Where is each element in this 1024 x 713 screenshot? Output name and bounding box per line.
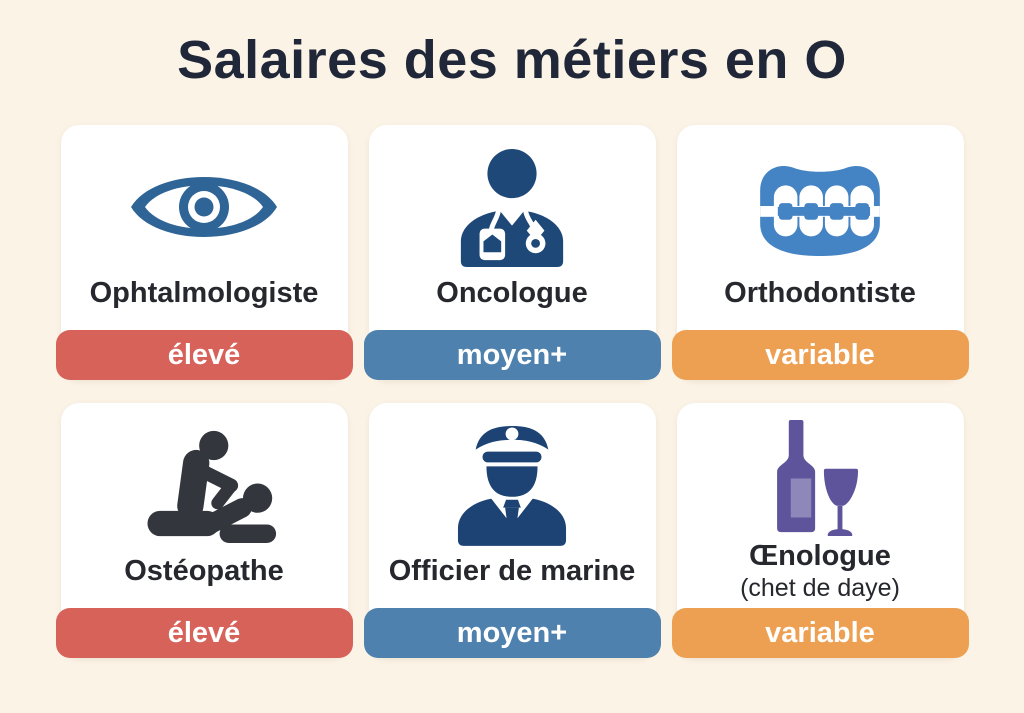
massage-therapy-icon [128, 423, 280, 547]
salary-badge-label: élevé [167, 616, 241, 649]
card-sublabel: (chet de daye) [740, 574, 900, 603]
card-label: Officier de marine [388, 555, 636, 588]
salary-badge: élevé [55, 608, 353, 659]
card-label: Orthodontiste [724, 277, 916, 310]
salary-badge-label: moyen+ [456, 616, 568, 649]
card-label: Oncologue [436, 277, 588, 310]
card-oenologue: Œnologue (chet de daye) variable [671, 403, 969, 659]
dental-braces-icon [746, 145, 894, 269]
salary-badge-label: élevé [167, 338, 241, 371]
card-label: Ostéopathe [124, 555, 284, 588]
wine-bottle-glass-icon [777, 419, 863, 537]
cards-grid: Ophtalmologiste élevé [0, 125, 1024, 659]
card-officier-de-marine: Officier de marine moyen+ [363, 403, 661, 659]
card-ophtalmologiste: Ophtalmologiste élevé [55, 125, 353, 381]
card-osteopathe: Ostéopathe élevé [55, 403, 353, 659]
salary-badge-label: moyen+ [456, 338, 568, 371]
page-title: Salaires des métiers en O [177, 30, 847, 90]
naval-officer-icon [456, 423, 568, 547]
card-label: Ophtalmologiste [89, 277, 319, 310]
oncologist-doctor-icon [453, 145, 571, 269]
salary-badge: moyen+ [363, 330, 661, 381]
salary-badge-label: variable [765, 616, 875, 649]
salary-badge: moyen+ [363, 608, 661, 659]
eye-icon [129, 145, 279, 269]
salary-infographic: Salaires des métiers en O Ophtalmologist… [0, 30, 1024, 713]
card-oncologue: Oncologue moyen+ [363, 125, 661, 381]
salary-badge: élevé [55, 330, 353, 381]
salary-badge: variable [671, 608, 969, 659]
salary-badge: variable [671, 330, 969, 381]
card-orthodontiste: Orthodontiste variable [671, 125, 969, 381]
salary-badge-label: variable [765, 338, 875, 371]
card-label: Œnologue [749, 540, 891, 573]
